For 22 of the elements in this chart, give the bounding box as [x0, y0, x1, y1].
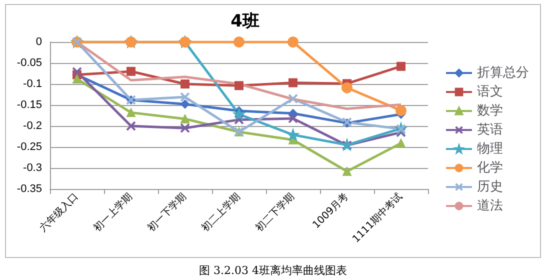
legend-label: 物理 — [477, 142, 503, 156]
y-tick-label: -0.25 — [16, 141, 42, 153]
y-tick-label: -0.3 — [23, 162, 42, 174]
chart-title: 4班 — [230, 12, 260, 32]
legend-label: 化学 — [477, 160, 503, 176]
legend-label: 折算总分 — [477, 66, 529, 80]
y-tick-label: 0 — [36, 36, 42, 48]
y-tick-label: -0.1 — [23, 78, 42, 90]
legend-label: 历史 — [477, 180, 503, 194]
x-tick-label: 初二下学期 — [253, 190, 297, 234]
caption: 图 3.2.03 4班离均率曲线图表 — [199, 264, 347, 277]
x-tick-label: 初一上学期 — [91, 190, 135, 234]
x-tick-label: 初一下学期 — [145, 190, 189, 234]
legend-label: 英语 — [477, 122, 503, 138]
y-tick-label: -0.05 — [16, 57, 42, 69]
legend-label: 数学 — [477, 104, 503, 118]
y-tick-label: -0.35 — [16, 183, 42, 195]
legend-label: 道法 — [477, 198, 503, 214]
legend-label: 语文 — [477, 84, 503, 100]
x-tick-label: 初二上学期 — [199, 190, 243, 234]
y-tick-label: -0.15 — [16, 99, 42, 111]
y-tick-label: -0.2 — [23, 120, 42, 132]
